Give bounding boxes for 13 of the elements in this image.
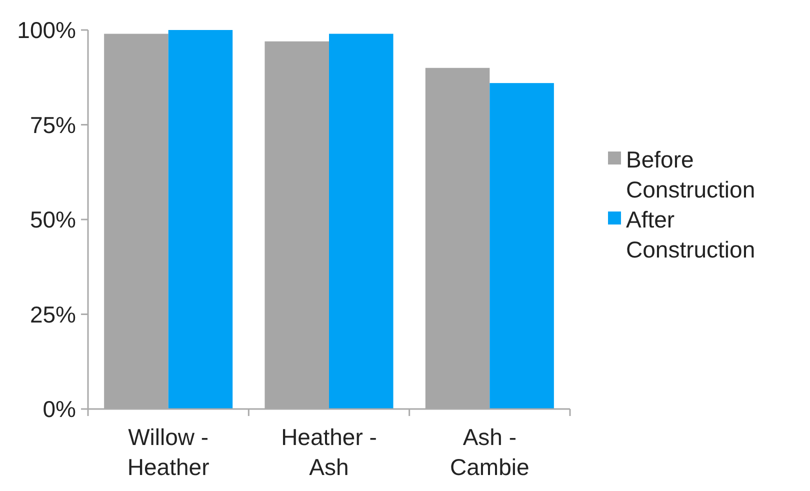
x-tick-label: Ash - Cambie (450, 424, 530, 480)
x-tick-label: Willow - Heather (127, 424, 210, 480)
legend-label: After Construction (626, 206, 756, 263)
bar (168, 30, 233, 409)
y-tick-label: 25% (30, 301, 76, 328)
y-tick-label: 100% (17, 17, 76, 44)
y-tick-label: 50% (30, 206, 76, 233)
legend-label: Before Construction (626, 146, 756, 203)
y-tick-label: 75% (30, 112, 76, 138)
bar (490, 83, 554, 409)
bar (329, 34, 394, 409)
y-tick-label: 0% (42, 396, 76, 422)
x-tick-label: Heather - Ash (281, 424, 377, 480)
